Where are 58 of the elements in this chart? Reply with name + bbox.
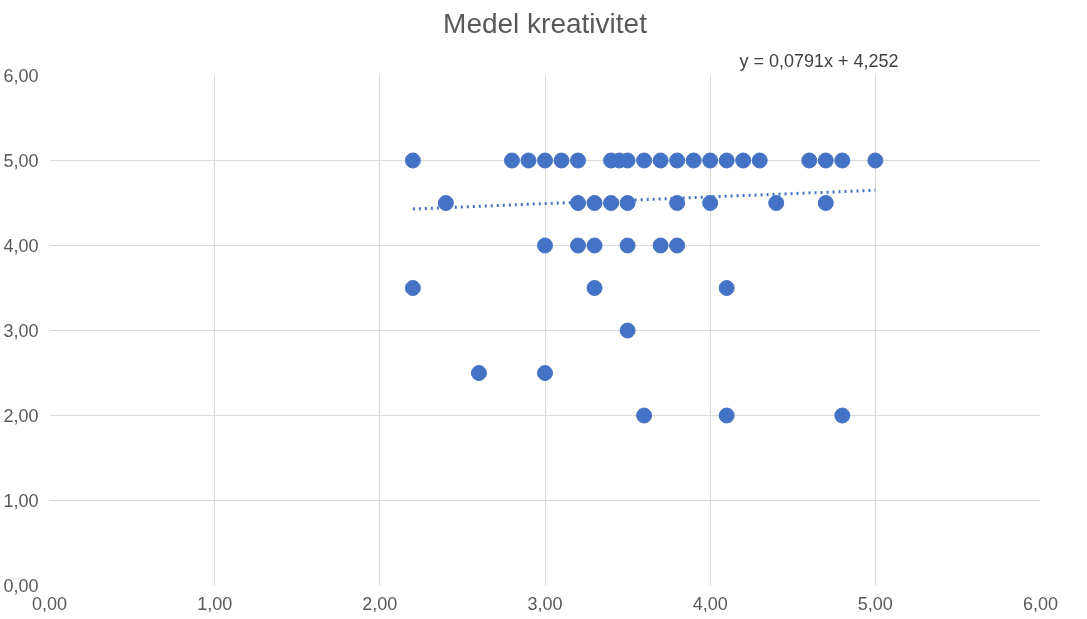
point	[834, 152, 851, 169]
point	[619, 195, 636, 211]
point	[636, 152, 653, 169]
point	[537, 237, 553, 254]
point	[652, 152, 669, 169]
y-tick-label: 2,00	[3, 406, 39, 426]
point	[669, 152, 686, 169]
point	[470, 365, 487, 381]
point	[834, 407, 851, 424]
point	[537, 365, 553, 381]
point	[586, 237, 603, 254]
point	[817, 195, 834, 211]
point	[586, 280, 603, 296]
text: y = 0,0791x + 4,252	[739, 50, 899, 71]
point	[867, 152, 884, 169]
point	[570, 237, 587, 254]
point	[553, 152, 570, 169]
point	[718, 152, 735, 169]
x-tick-label: 5,00	[857, 593, 893, 614]
chart-title: Medel kreativitet	[443, 7, 648, 39]
y-tick-label: 4,00	[3, 236, 39, 256]
point	[404, 152, 421, 169]
point	[718, 407, 735, 424]
point	[503, 152, 520, 169]
y-tick-label: 3,00	[3, 321, 39, 341]
point	[735, 152, 752, 169]
y-tick-label: 1,00	[3, 491, 39, 511]
x-tick-label: 4,00	[692, 593, 728, 614]
point	[520, 152, 537, 169]
point	[537, 152, 553, 169]
y-tick-label: 5,00	[3, 151, 39, 171]
point	[404, 280, 421, 296]
point	[586, 195, 603, 211]
x-tick-label: 1,00	[197, 593, 233, 614]
point	[751, 152, 768, 169]
x-tick-label: 2,00	[362, 593, 398, 614]
point	[570, 152, 587, 169]
x-tick-label: 0,00	[31, 593, 68, 614]
point	[817, 152, 834, 169]
x-tick-label: 3,00	[527, 593, 563, 614]
point	[702, 195, 719, 211]
x-tick-label: 6,00	[1022, 593, 1059, 614]
point	[768, 195, 785, 211]
point	[669, 237, 686, 254]
point	[570, 195, 587, 211]
y-tick-label: 0,00	[3, 576, 39, 596]
point	[685, 152, 702, 169]
point	[702, 152, 719, 169]
point	[636, 407, 653, 424]
point	[718, 280, 735, 296]
point	[619, 322, 636, 339]
point	[437, 195, 454, 211]
point	[801, 152, 818, 169]
y-tick-label: 6,00	[3, 66, 39, 86]
point	[652, 237, 669, 254]
point	[603, 195, 620, 211]
point	[669, 195, 686, 211]
point	[619, 237, 636, 254]
